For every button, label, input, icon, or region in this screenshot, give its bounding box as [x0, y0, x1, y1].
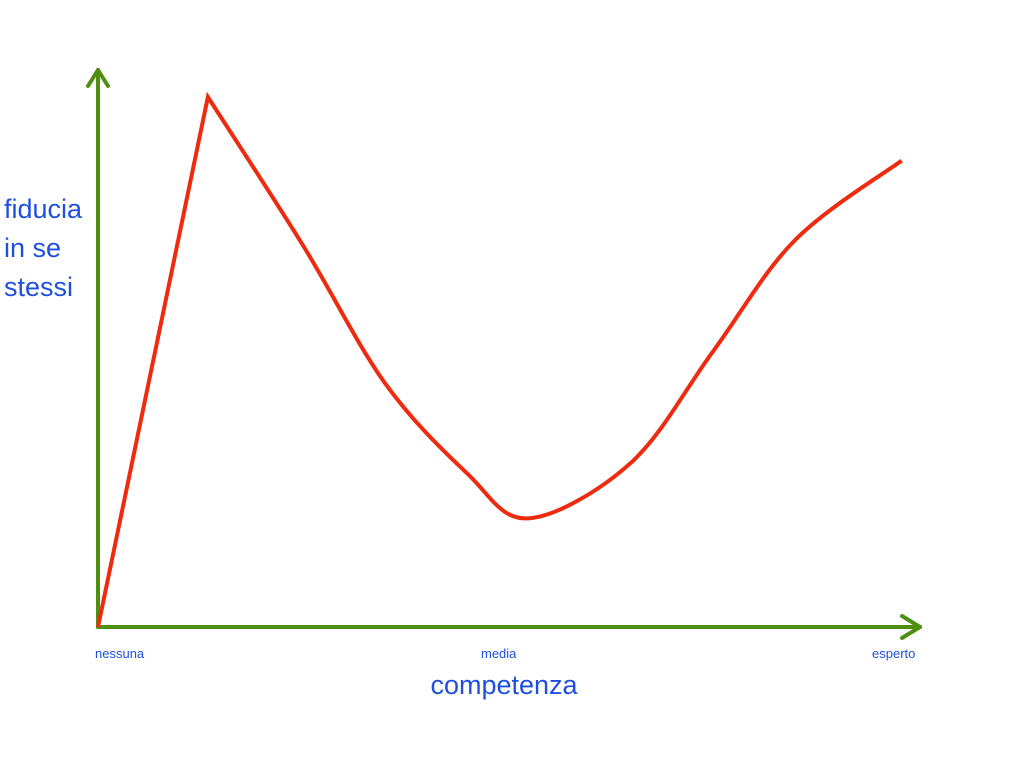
y-axis-label: fiducia in se stessi: [4, 190, 82, 307]
series-line: [96, 91, 903, 628]
x-tick-label-media: media: [481, 646, 517, 661]
x-tick-label-esperto: esperto: [872, 646, 916, 661]
y-axis-label-line-2: in se: [4, 233, 62, 263]
x-axis-label: competenza: [430, 670, 578, 700]
x-axis-arrowhead: [900, 614, 922, 640]
x-tick-label-nessuna: nessuna: [95, 646, 145, 661]
y-axis-label-line-3: stessi: [4, 272, 74, 302]
y-axis-arrowhead: [86, 68, 110, 88]
y-axis-label-line-1: fiducia: [4, 194, 83, 224]
